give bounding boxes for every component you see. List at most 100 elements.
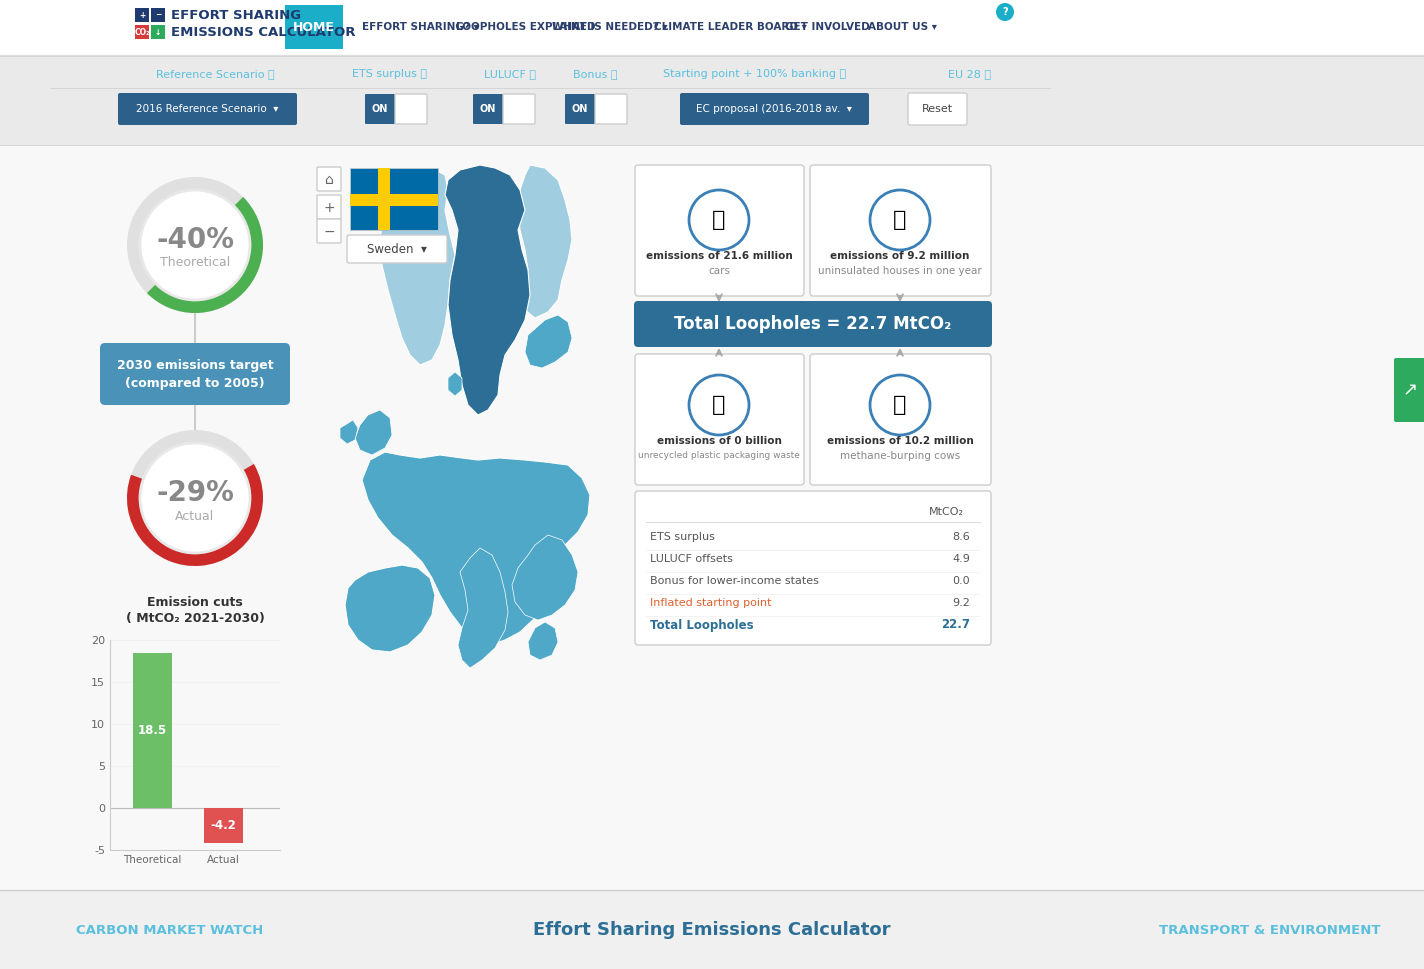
Text: Reset: Reset [921,104,953,114]
Text: Effort Sharing Emissions Calculator: Effort Sharing Emissions Calculator [533,921,891,939]
FancyBboxPatch shape [0,890,1424,969]
FancyBboxPatch shape [350,168,439,230]
Text: EC proposal (2016-2018 av.  ▾: EC proposal (2016-2018 av. ▾ [696,104,852,114]
Polygon shape [518,165,572,318]
Text: 🍼: 🍼 [712,395,726,415]
FancyBboxPatch shape [909,93,967,125]
Text: Starting point + 100% banking ⓘ: Starting point + 100% banking ⓘ [664,69,846,79]
FancyBboxPatch shape [565,94,595,124]
FancyBboxPatch shape [350,194,439,206]
Wedge shape [147,197,263,313]
Text: ( MtCO₂ 2021-2030): ( MtCO₂ 2021-2030) [125,612,265,625]
FancyBboxPatch shape [151,25,165,39]
Polygon shape [525,315,572,368]
Wedge shape [127,464,263,566]
Text: LOOPHOLES EXPLAINED: LOOPHOLES EXPLAINED [456,22,595,32]
FancyBboxPatch shape [634,301,993,347]
Text: 4.9: 4.9 [953,554,970,564]
Text: 🐄: 🐄 [893,395,907,415]
Text: -4.2: -4.2 [211,819,236,832]
Text: ETS surplus: ETS surplus [649,532,715,542]
Text: LULUCF ⓘ: LULUCF ⓘ [484,69,535,79]
Text: ?: ? [1002,7,1008,17]
Polygon shape [355,410,392,455]
Text: cars: cars [708,266,731,276]
Text: ↓: ↓ [155,27,161,37]
Circle shape [995,3,1014,21]
Text: ON: ON [572,104,588,114]
FancyBboxPatch shape [681,93,869,125]
Text: HOME: HOME [293,20,335,34]
Polygon shape [459,548,508,668]
Circle shape [140,443,251,553]
Text: 2016 Reference Scenario  ▾: 2016 Reference Scenario ▾ [135,104,278,114]
Text: 18.5: 18.5 [138,724,167,736]
Wedge shape [127,430,263,566]
FancyBboxPatch shape [810,165,991,296]
FancyBboxPatch shape [0,56,1424,146]
FancyBboxPatch shape [318,167,340,191]
FancyBboxPatch shape [473,94,503,124]
FancyBboxPatch shape [394,94,427,124]
FancyBboxPatch shape [135,25,150,39]
Text: EU 28 ⓘ: EU 28 ⓘ [948,69,991,79]
Bar [132,652,172,808]
Text: emissions of 21.6 million: emissions of 21.6 million [645,251,792,261]
FancyBboxPatch shape [503,94,535,124]
Text: EFFORT SHARING? ▾: EFFORT SHARING? ▾ [362,22,478,32]
Text: EFFORT SHARING: EFFORT SHARING [171,9,300,21]
FancyBboxPatch shape [635,165,805,296]
Circle shape [140,190,251,300]
Text: unrecycled plastic packaging waste: unrecycled plastic packaging waste [638,452,800,460]
Text: EMISSIONS CALCULATOR: EMISSIONS CALCULATOR [171,25,356,39]
Text: Total Loopholes: Total Loopholes [649,618,753,632]
Text: -40%: -40% [157,226,234,254]
Text: LULUCF offsets: LULUCF offsets [649,554,733,564]
Text: ETS surplus ⓘ: ETS surplus ⓘ [353,69,427,79]
FancyBboxPatch shape [318,219,340,243]
Text: CLIMATE LEADER BOARD ▾: CLIMATE LEADER BOARD ▾ [654,22,807,32]
Circle shape [689,190,749,250]
Circle shape [689,375,749,435]
Text: 9.2: 9.2 [953,598,970,608]
Text: -29%: -29% [157,479,234,507]
FancyBboxPatch shape [0,145,1424,890]
FancyBboxPatch shape [118,93,298,125]
FancyBboxPatch shape [635,491,991,645]
Circle shape [870,375,930,435]
Text: CO₂: CO₂ [134,27,150,37]
Polygon shape [528,622,558,660]
FancyBboxPatch shape [635,354,805,485]
Text: ON: ON [372,104,389,114]
FancyBboxPatch shape [0,0,1424,55]
FancyBboxPatch shape [365,94,394,124]
Polygon shape [362,452,590,645]
Text: −: − [155,11,161,19]
FancyBboxPatch shape [151,8,165,22]
Text: ⌂: ⌂ [325,173,333,187]
Text: emissions of 0 billion: emissions of 0 billion [656,436,782,446]
Text: 🚗: 🚗 [712,210,726,230]
Text: +: + [140,11,145,19]
Text: Bonus ⓘ: Bonus ⓘ [572,69,617,79]
Text: 🏠: 🏠 [893,210,907,230]
FancyBboxPatch shape [810,354,991,485]
FancyBboxPatch shape [285,5,343,49]
FancyBboxPatch shape [347,235,447,263]
Text: emissions of 10.2 million: emissions of 10.2 million [826,436,974,446]
FancyBboxPatch shape [135,8,150,22]
Text: 22.7: 22.7 [941,618,970,632]
Polygon shape [345,565,434,652]
Text: emissions of 9.2 million: emissions of 9.2 million [830,251,970,261]
Text: Theoretical: Theoretical [159,257,231,269]
Text: ABOUT US ▾: ABOUT US ▾ [869,22,937,32]
Polygon shape [380,168,456,365]
Text: 8.6: 8.6 [953,532,970,542]
Text: Bonus for lower-income states: Bonus for lower-income states [649,576,819,586]
FancyBboxPatch shape [100,343,290,405]
Text: MtCO₂: MtCO₂ [928,507,964,517]
Bar [204,808,244,843]
Text: TRANSPORT & ENVIRONMENT: TRANSPORT & ENVIRONMENT [1159,923,1381,936]
Text: Actual: Actual [175,510,215,522]
Circle shape [870,190,930,250]
